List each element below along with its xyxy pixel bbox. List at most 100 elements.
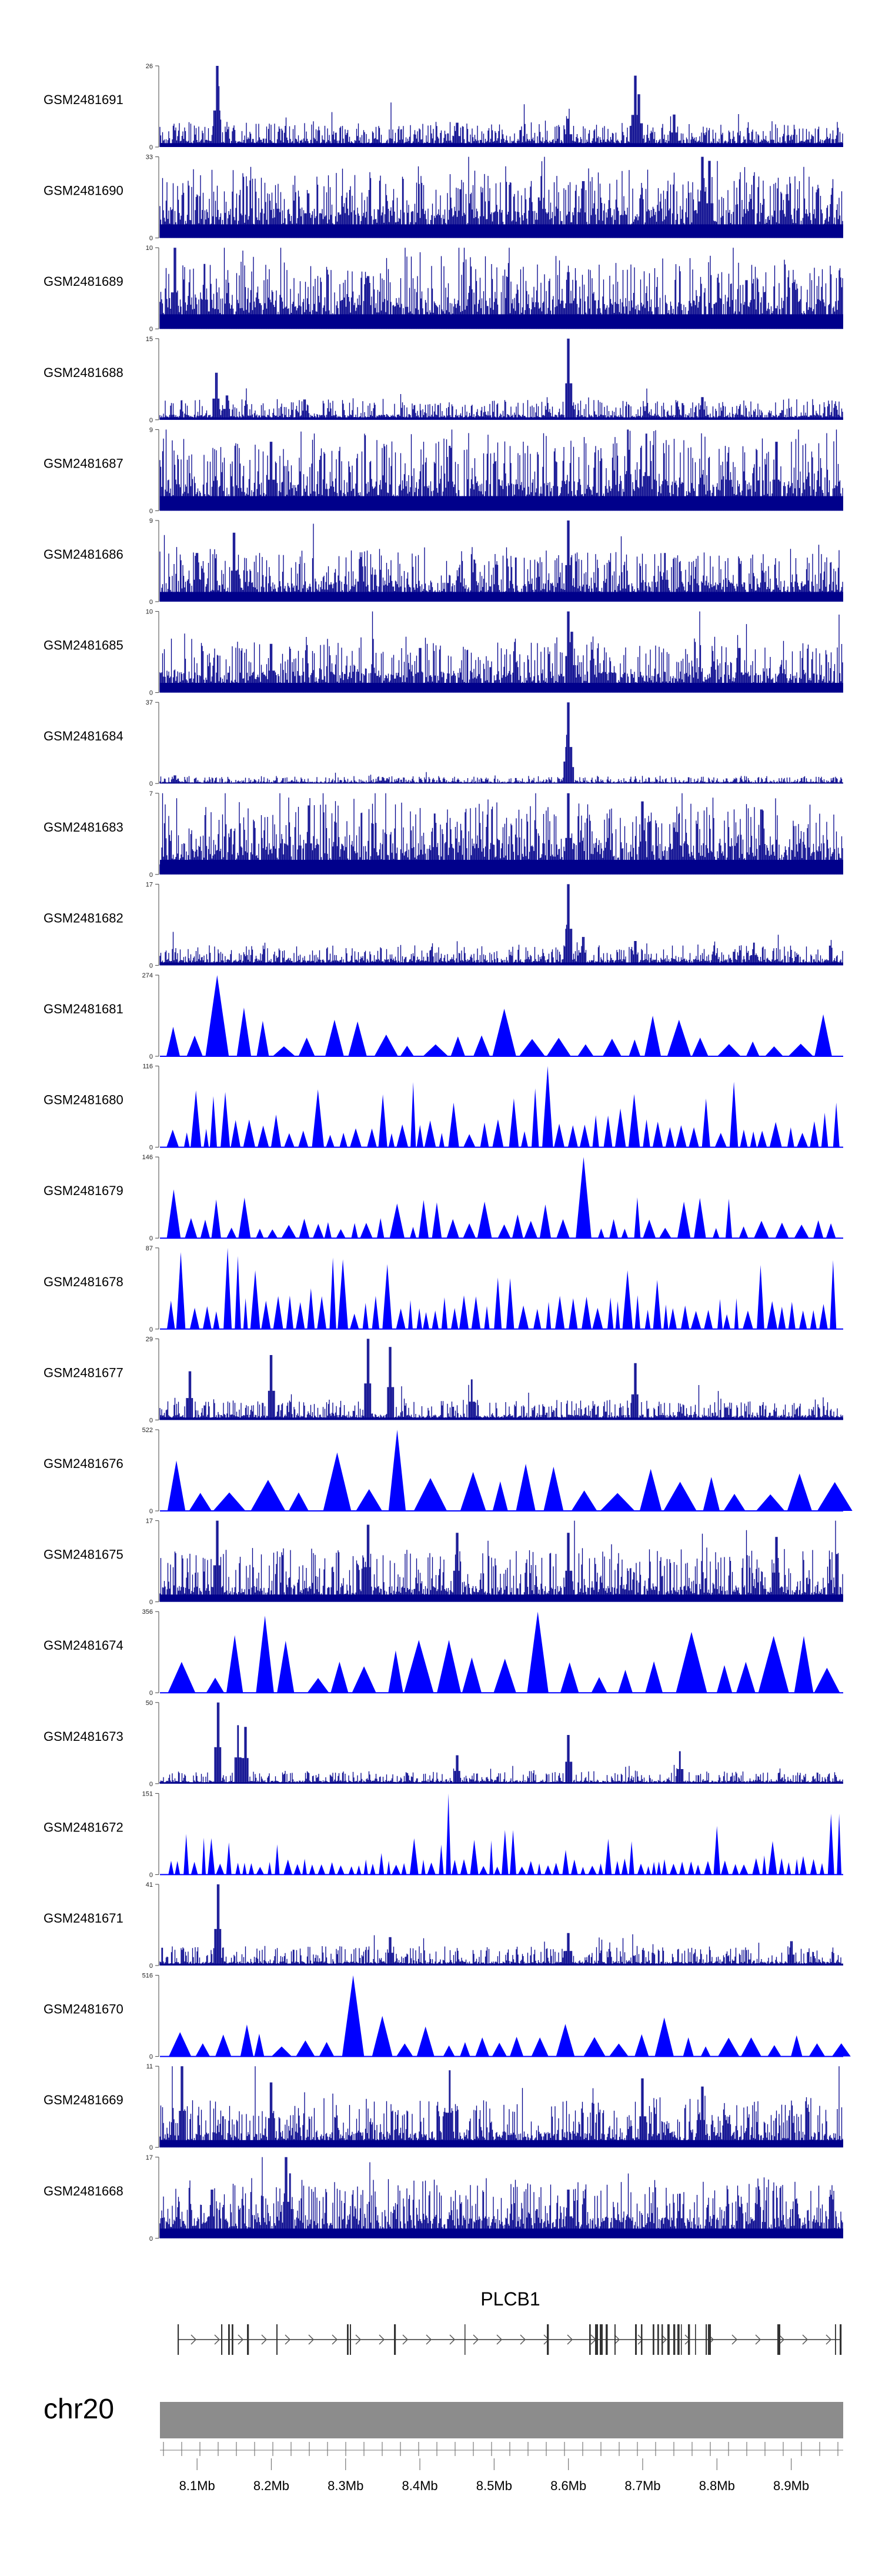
signal-peak	[721, 1860, 729, 1875]
track-GSM2481691: GSM2481691 26 0	[44, 63, 843, 151]
signal-peak	[277, 1640, 295, 1693]
signal-peak	[669, 1308, 677, 1329]
signal-peak	[258, 1125, 269, 1147]
signal-peak	[510, 2037, 524, 2057]
track-GSM2481674: GSM2481674 356 0	[44, 1609, 843, 1697]
signal-peak	[200, 1219, 211, 1239]
track-GSM2481676: GSM2481676 522 0	[44, 1427, 853, 1515]
signal-peak	[817, 1482, 853, 1511]
track-label-GSM2481684: GSM2481684	[44, 729, 123, 743]
signal-peak	[717, 1299, 723, 1329]
signal-peak	[336, 1229, 346, 1239]
strand-arrow-icon	[637, 2334, 644, 2345]
signal-triangles	[168, 1793, 841, 1875]
signal-peak	[676, 1125, 687, 1147]
strand-arrow-icon	[755, 2334, 761, 2345]
signal-peak	[298, 1037, 315, 1056]
y-max-label: 9	[149, 426, 153, 433]
signal-peak	[298, 1130, 309, 1147]
signal-peak	[810, 1310, 817, 1329]
signal-peak	[769, 1122, 782, 1147]
signal-bars	[159, 1702, 843, 1784]
track-label-GSM2481688: GSM2481688	[44, 365, 123, 380]
signal-bars	[159, 2157, 843, 2238]
signal-peak	[248, 1863, 255, 1875]
exon	[247, 2324, 249, 2355]
signal-peak	[718, 2037, 740, 2057]
signal-peak	[788, 1043, 813, 1056]
signal-peak	[186, 1035, 203, 1056]
signal-peak	[293, 1864, 301, 1875]
signal-peak	[492, 1119, 504, 1147]
signal-peak	[517, 1866, 526, 1875]
signal-peak	[286, 1296, 293, 1329]
signal-peak	[416, 1308, 422, 1329]
signal-baseline	[160, 224, 843, 238]
signal-peak	[416, 1125, 423, 1147]
track-GSM2481681: GSM2481681 274 0	[44, 972, 843, 1060]
y-max-label: 356	[142, 1609, 153, 1616]
signal-peak	[569, 1298, 578, 1329]
signal-peak	[175, 1861, 181, 1875]
signal-peak	[598, 1863, 603, 1875]
y-min-label: 0	[149, 690, 153, 697]
y-min-label: 0	[149, 2054, 153, 2061]
signal-peak	[820, 1863, 824, 1875]
signal-peak	[330, 1661, 349, 1693]
signal-peak	[307, 1678, 329, 1693]
signal-peak	[404, 1640, 434, 1693]
strand-arrow-icon	[261, 2334, 268, 2345]
signal-peak	[167, 1460, 186, 1511]
signal-peak	[579, 1125, 590, 1147]
track-label-GSM2481686: GSM2481686	[44, 547, 123, 562]
signal-peak	[338, 1259, 348, 1329]
track-label-GSM2481687: GSM2481687	[44, 456, 123, 471]
signal-peak	[757, 1130, 767, 1147]
y-max-label: 516	[142, 1973, 153, 1980]
signal-peak	[571, 1859, 578, 1875]
signal-peak	[583, 2037, 606, 2057]
signal-peak	[716, 1665, 733, 1693]
genome-axis-tick-label: 8.4Mb	[402, 2478, 437, 2493]
signal-peak	[791, 2035, 803, 2057]
signal-peak	[556, 1219, 570, 1239]
y-max-label: 274	[142, 972, 153, 979]
y-min-label: 0	[149, 1053, 153, 1060]
signal-peak	[580, 1867, 586, 1875]
signal-peak	[622, 1270, 633, 1329]
signal-baseline	[160, 314, 843, 329]
signal-peak	[271, 2046, 292, 2057]
track-GSM2481687: GSM2481687 9 0	[44, 426, 843, 515]
signal-bars	[159, 702, 843, 784]
exon	[614, 2324, 616, 2355]
signal-peak	[211, 1199, 221, 1239]
exon	[657, 2324, 659, 2355]
signal-peak	[317, 1296, 326, 1329]
exon	[347, 2324, 349, 2355]
signal-peak	[191, 1090, 202, 1147]
signal-peak	[537, 1863, 542, 1875]
signal-peak	[607, 1297, 614, 1329]
y-min-label: 0	[149, 2235, 153, 2243]
track-GSM2481677: GSM2481677 29 0	[44, 1336, 843, 1424]
signal-bars	[159, 520, 843, 602]
signal-peak	[288, 1492, 309, 1511]
signal-peak	[669, 1863, 677, 1875]
signal-peak	[489, 1840, 493, 1875]
signal-peak	[654, 2017, 674, 2057]
track-GSM2481688: GSM2481688 15 0	[44, 336, 843, 424]
signal-peak	[223, 1247, 232, 1329]
exon	[677, 2324, 680, 2355]
y-max-label: 17	[146, 2154, 153, 2161]
signal-peak	[396, 2043, 413, 2057]
signal-peak	[309, 1864, 316, 1875]
track-GSM2481675: GSM2481675 17 0	[44, 1518, 843, 1606]
signal-peak	[206, 1677, 225, 1693]
y-min-label: 0	[149, 1690, 153, 1697]
strand-arrow-icon	[473, 2334, 479, 2345]
signal-peak	[460, 1859, 468, 1875]
signal-triangles	[167, 1430, 853, 1511]
signal-peak	[621, 1858, 628, 1875]
track-label-GSM2481670: GSM2481670	[44, 2002, 123, 2017]
y-max-label: 87	[146, 1245, 153, 1252]
